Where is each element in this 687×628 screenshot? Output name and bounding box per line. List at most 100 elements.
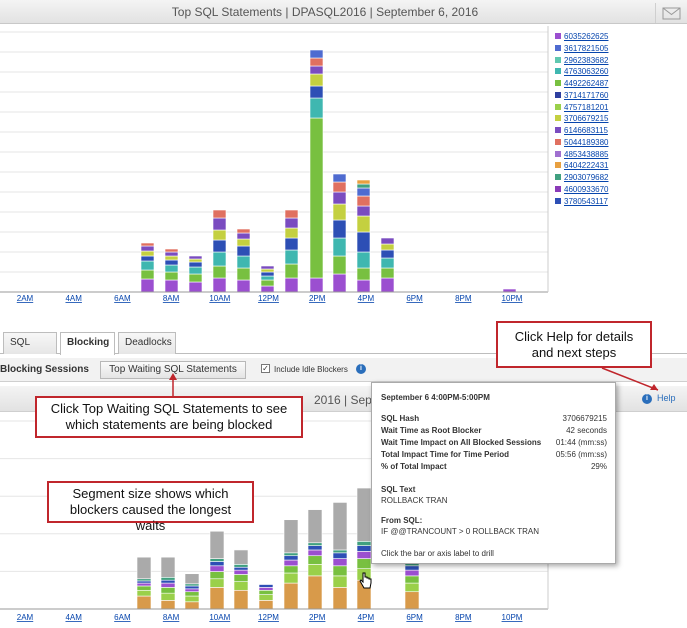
bar-segment[interactable] xyxy=(380,267,395,279)
bar-segment[interactable] xyxy=(236,267,251,281)
bar-segment[interactable] xyxy=(332,587,348,610)
bar-segment[interactable] xyxy=(209,578,225,588)
top-sql-chart[interactable]: 2AM 4AM 6AM 8AM 10AM 12PM 2PM 4PM 6PM 8PM 10PM xyxy=(0,26,550,306)
bar-segment[interactable] xyxy=(236,255,251,269)
bar-segment[interactable] xyxy=(307,575,323,610)
bar-segment[interactable] xyxy=(212,217,227,231)
legend-label[interactable]: 3706679215 xyxy=(564,114,609,124)
bar-segment[interactable] xyxy=(307,564,323,577)
legend-item[interactable]: 5044189380 xyxy=(555,138,655,150)
bar-segment[interactable] xyxy=(380,243,395,251)
bar-segment[interactable] xyxy=(356,251,371,269)
bar-segment[interactable] xyxy=(258,589,274,595)
legend-item[interactable]: 6404222431 xyxy=(555,161,655,173)
bar-segment[interactable] xyxy=(233,581,249,591)
axis-label-4pm[interactable]: 4PM xyxy=(358,294,375,303)
bar-segment[interactable] xyxy=(356,551,372,559)
bar-segment[interactable] xyxy=(136,595,152,610)
legend-item[interactable]: 4757181201 xyxy=(555,103,655,115)
bar-segment[interactable] xyxy=(332,173,347,183)
bar-segment[interactable] xyxy=(332,219,347,239)
bar-segment[interactable] xyxy=(136,585,152,591)
bar-segment[interactable] xyxy=(404,565,420,571)
legend-item[interactable]: 2903079682 xyxy=(555,173,655,185)
axis-label-10pm[interactable]: 10PM xyxy=(502,613,523,622)
legend-item[interactable]: 3780543117 xyxy=(555,197,655,209)
bar-segment[interactable] xyxy=(309,65,324,75)
bar-segment[interactable] xyxy=(284,237,299,251)
bar-segment[interactable] xyxy=(160,577,176,581)
bar-segment[interactable] xyxy=(332,273,347,293)
bar-segment[interactable] xyxy=(212,265,227,279)
axis-label-4am[interactable]: 4AM xyxy=(65,294,82,303)
axis-label-8pm[interactable]: 8PM xyxy=(455,294,472,303)
bar-segment[interactable] xyxy=(332,552,348,559)
bar-segment[interactable] xyxy=(233,589,249,610)
bar-segment[interactable] xyxy=(164,251,179,257)
bar-segment[interactable] xyxy=(356,195,371,207)
bar-segment[interactable] xyxy=(164,264,179,273)
legend-label[interactable]: 6146683115 xyxy=(564,126,608,135)
bar-segment[interactable] xyxy=(140,269,155,280)
bar-segment[interactable] xyxy=(209,571,225,580)
axis-label-6pm[interactable]: 6PM xyxy=(406,613,423,622)
bar-segment[interactable] xyxy=(140,245,155,252)
bar-segment[interactable] xyxy=(136,582,152,587)
bar-segment[interactable] xyxy=(332,203,347,221)
bar-segment[interactable] xyxy=(283,552,299,557)
bar-segment[interactable] xyxy=(283,519,299,554)
axis-label-8am[interactable]: 8AM xyxy=(163,294,180,303)
bar-segment[interactable] xyxy=(309,97,324,119)
bar-segment[interactable] xyxy=(380,249,395,259)
bar-segment[interactable] xyxy=(188,281,203,293)
bar-segment[interactable] xyxy=(164,279,179,293)
bar-segment[interactable] xyxy=(184,595,200,603)
legend-item[interactable]: 4853438885 xyxy=(555,150,655,162)
bar-segment[interactable] xyxy=(356,558,372,569)
help-info-icon[interactable]: i xyxy=(642,394,652,404)
legend-label[interactable]: 4492262487 xyxy=(564,79,609,88)
bar-segment[interactable] xyxy=(356,267,371,281)
bar-segment[interactable] xyxy=(283,572,299,584)
bar-segment[interactable] xyxy=(283,582,299,610)
bar-segment[interactable] xyxy=(356,215,371,233)
bar-segment[interactable] xyxy=(233,574,249,582)
bar-segment[interactable] xyxy=(380,277,395,293)
axis-label-8pm[interactable]: 8PM xyxy=(455,613,472,622)
legend-label[interactable]: 4853438885 xyxy=(564,149,609,159)
bar-segment[interactable] xyxy=(140,260,155,271)
bar-segment[interactable] xyxy=(260,271,275,277)
tab-deadlocks[interactable]: Deadlocks xyxy=(118,332,176,354)
bar-segment[interactable] xyxy=(233,566,249,571)
axis-label-10am[interactable]: 10AM xyxy=(209,294,230,303)
bar-segment[interactable] xyxy=(356,205,371,217)
bar-segment[interactable] xyxy=(332,237,347,257)
legend-label[interactable]: 6404222431 xyxy=(564,161,609,171)
legend-label[interactable]: 6035262625 xyxy=(564,32,609,41)
axis-label-4am[interactable]: 4AM xyxy=(65,613,82,622)
axis-label-10am[interactable]: 10AM xyxy=(209,613,230,622)
bar-segment[interactable] xyxy=(184,573,200,585)
bar-segment[interactable] xyxy=(233,564,249,568)
legend-label[interactable]: 4763063260 xyxy=(564,67,609,77)
legend-item[interactable]: 3706679215 xyxy=(555,114,655,126)
bar-segment[interactable] xyxy=(260,275,275,281)
axis-label-6am[interactable]: 6AM xyxy=(114,294,131,303)
bar-segment[interactable] xyxy=(356,487,372,542)
bar-segment[interactable] xyxy=(283,559,299,567)
bar-segment[interactable] xyxy=(160,582,176,588)
bar-segment[interactable] xyxy=(284,217,299,229)
bar-segment[interactable] xyxy=(380,257,395,269)
bar-segment[interactable] xyxy=(236,279,251,293)
bar-segment[interactable] xyxy=(212,239,227,253)
legend-item[interactable]: 6035262625 xyxy=(555,32,655,44)
bar-segment[interactable] xyxy=(404,575,420,584)
help-link[interactable]: Help xyxy=(657,393,676,403)
envelope-icon[interactable] xyxy=(655,3,685,23)
bar-segment[interactable] xyxy=(307,555,323,565)
bar-segment[interactable] xyxy=(307,542,323,546)
bar-segment[interactable] xyxy=(332,558,348,567)
bar-segment[interactable] xyxy=(140,242,155,247)
bar-segment[interactable] xyxy=(284,249,299,265)
bar-segment[interactable] xyxy=(380,237,395,245)
